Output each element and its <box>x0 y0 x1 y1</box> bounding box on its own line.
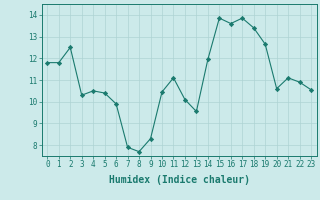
X-axis label: Humidex (Indice chaleur): Humidex (Indice chaleur) <box>109 175 250 185</box>
